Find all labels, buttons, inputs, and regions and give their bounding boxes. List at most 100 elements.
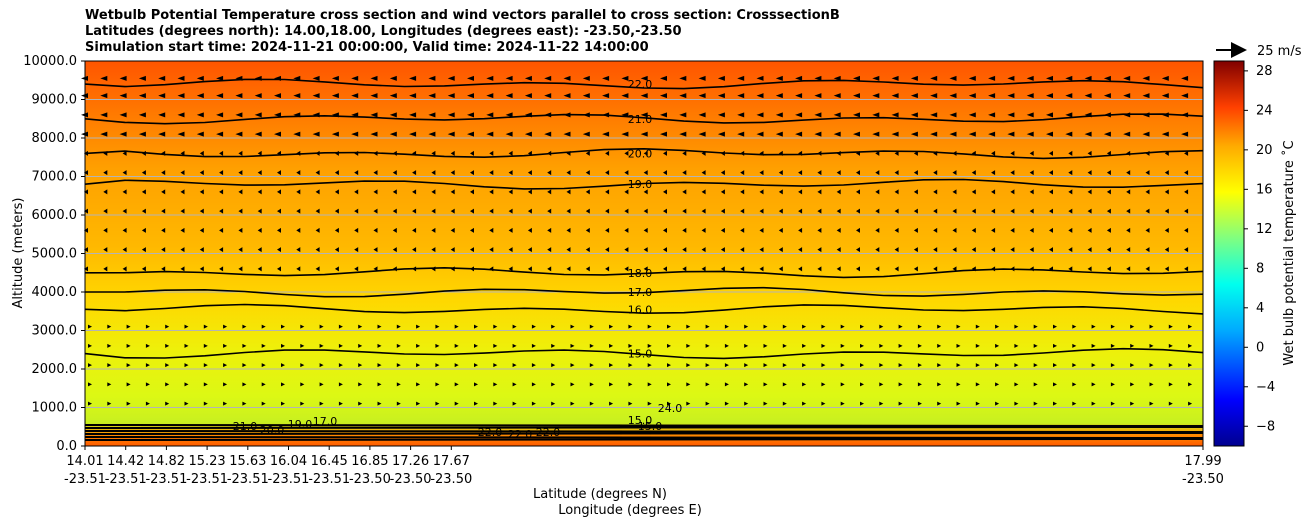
wind-vector-arrow	[1026, 131, 1034, 137]
wind-vector-arrow	[165, 324, 170, 329]
colorbar-tick-label: 12	[1256, 222, 1273, 237]
wind-vector-arrow	[860, 363, 864, 368]
wind-vector-arrow	[216, 93, 224, 99]
wind-vector-arrow	[223, 343, 228, 348]
wind-vector-arrow	[1168, 401, 1173, 406]
y-tick-label: 5000.0	[32, 247, 78, 262]
wind-vector-arrow	[377, 401, 382, 406]
wind-vector-arrow	[238, 266, 243, 272]
wind-vector-arrow	[1130, 363, 1135, 368]
wind-vector-arrow	[1068, 247, 1073, 253]
wind-vector-arrow	[930, 75, 938, 81]
wind-vector-arrow	[975, 363, 980, 368]
wind-vector-arrow	[1123, 131, 1131, 137]
wind-vector-arrow	[744, 382, 749, 387]
wind-vector-arrow	[435, 343, 440, 348]
wind-vector-arrow	[277, 170, 281, 176]
wind-vector-arrow	[701, 150, 706, 156]
wind-vector-arrow	[1130, 324, 1135, 329]
wind-vector-arrow	[412, 227, 417, 233]
wind-vector-arrow	[242, 324, 247, 329]
wind-vector-arrow	[138, 112, 146, 118]
wind-vector-arrow	[585, 189, 590, 195]
chart-title-line-1: Wetbulb Potential Temperature cross sect…	[85, 8, 840, 23]
wind-vector-arrow	[875, 150, 880, 156]
wind-vector-arrow	[891, 75, 899, 81]
wind-vector-arrow	[679, 131, 687, 137]
wind-vector-arrow	[219, 150, 224, 156]
wind-vector-arrow	[161, 227, 166, 233]
wind-vector-arrow	[1087, 227, 1092, 233]
wind-vector-arrow	[663, 170, 667, 176]
colorbar-tick-label: 0	[1256, 340, 1264, 355]
wind-vector-arrow	[856, 208, 860, 214]
wind-vector-arrow	[582, 75, 590, 81]
wind-vector-arrow	[126, 324, 131, 329]
wind-vector-arrow	[450, 150, 455, 156]
wind-vector-arrow	[643, 266, 648, 272]
wind-vector-arrow	[585, 227, 590, 233]
wind-vector-arrow	[821, 363, 826, 368]
wind-vector-arrow	[508, 227, 513, 233]
wind-vector-arrow	[126, 343, 131, 348]
wind-vector-arrow	[354, 247, 359, 253]
wind-vector-arrow	[763, 363, 768, 368]
wind-vector-arrow	[913, 170, 918, 176]
wind-vector-arrow	[898, 401, 903, 406]
wind-vector-arrow	[667, 363, 671, 368]
wind-vector-arrow	[724, 343, 729, 348]
wind-vector-arrow	[698, 93, 706, 99]
wind-vector-arrow	[527, 189, 532, 195]
wind-vector-arrow	[1181, 112, 1189, 118]
surface-contour-line	[84, 438, 1204, 441]
wind-vector-arrow	[392, 170, 397, 176]
wind-vector-arrow	[891, 112, 899, 118]
wind-vector-arrow	[122, 189, 127, 195]
wind-vector-arrow	[547, 247, 552, 253]
wind-vector-arrow	[817, 227, 822, 233]
wind-vector-arrow	[937, 382, 942, 387]
wind-vector-arrow	[281, 324, 285, 329]
wind-vector-arrow	[795, 93, 803, 99]
wind-vector-arrow	[860, 324, 864, 329]
wind-vector-arrow	[119, 93, 127, 99]
wind-vector-arrow	[1010, 208, 1015, 214]
wind-vector-arrow	[1072, 324, 1077, 329]
wind-vector-arrow	[238, 227, 243, 233]
y-tick-label: 8000.0	[32, 131, 78, 146]
wind-vector-arrow	[570, 382, 575, 387]
wind-vector-arrow	[856, 266, 860, 272]
wind-vector-arrow	[1110, 343, 1115, 348]
wind-vector-arrow	[1110, 363, 1115, 368]
wind-vector-arrow	[126, 401, 131, 406]
wind-vector-arrow	[261, 324, 266, 329]
wind-vector-arrow	[744, 343, 749, 348]
wind-vector-arrow	[952, 247, 957, 253]
colorbar	[1213, 60, 1245, 447]
wind-vector-arrow	[238, 208, 243, 214]
wind-vector-arrow	[566, 208, 571, 214]
wind-vector-arrow	[281, 363, 285, 368]
wind-vector-arrow	[300, 382, 305, 387]
wind-vector-arrow	[370, 131, 378, 137]
wind-vector-arrow	[512, 343, 517, 348]
wind-vector-arrow	[508, 266, 513, 272]
wind-vector-arrow	[508, 247, 513, 253]
wind-vector-arrow	[203, 343, 208, 348]
wind-vector-arrow	[277, 247, 281, 253]
wind-vector-arrow	[821, 401, 826, 406]
wind-vector-arrow	[1033, 343, 1038, 348]
wind-vector-arrow	[527, 247, 532, 253]
wind-vector-arrow	[184, 324, 189, 329]
wind-vector-arrow	[158, 93, 166, 99]
wind-vector-arrow	[609, 343, 614, 348]
wind-vector-arrow	[1049, 170, 1053, 176]
wind-vector-arrow	[782, 382, 787, 387]
wind-vector-arrow	[141, 150, 146, 156]
wind-vector-arrow	[199, 189, 204, 195]
wind-vector-arrow	[1014, 382, 1019, 387]
wind-vector-arrow	[937, 324, 942, 329]
wind-vector-arrow	[1091, 343, 1096, 348]
wind-vector-arrow	[1145, 189, 1150, 195]
wind-vector-arrow	[223, 324, 228, 329]
